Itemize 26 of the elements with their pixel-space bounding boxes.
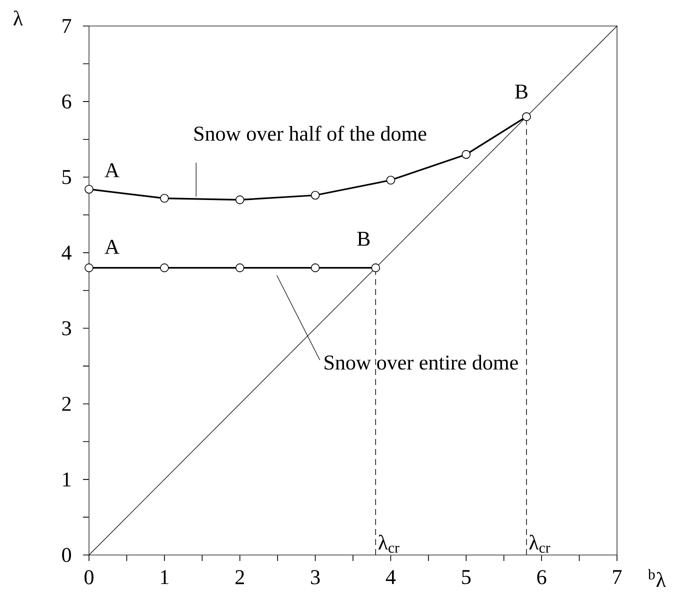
y-tick-label: 2	[62, 396, 71, 411]
y-tick-label: 4	[62, 246, 72, 260]
x-tick-label: 7	[613, 570, 622, 584]
x-tick-label: 3	[311, 570, 320, 584]
x-tick-label: 1	[161, 570, 168, 584]
y-tick-label: 3	[62, 321, 71, 336]
x-tick-label: 6	[537, 570, 546, 584]
ref-line-label: λ$_{cr}$	[378, 534, 400, 553]
x-tick-label: 0	[84, 570, 94, 584]
x-tick-label: 2	[236, 570, 244, 584]
text: Snow over entire dome	[324, 354, 518, 370]
x-tick-label: 5	[462, 570, 471, 584]
ref-line-label: λ$_{cr}$	[529, 534, 550, 553]
y-tick-label: 5	[62, 170, 71, 184]
y-axis-title: λ	[13, 10, 23, 26]
x-axis-title: $^{b}$λ	[648, 569, 666, 587]
annotation: A	[104, 163, 120, 178]
annotation: B	[357, 232, 370, 246]
annotation: B	[515, 84, 528, 99]
y-tick-label: 0	[62, 548, 72, 562]
x-tick-label: 4	[386, 570, 396, 584]
y-tick-label: 7	[62, 19, 72, 33]
y-tick-label: 6	[62, 94, 72, 109]
y-tick-label: 1	[63, 472, 71, 486]
series-label: Snow over half of the dome	[194, 126, 426, 141]
annotation: A	[104, 240, 120, 254]
